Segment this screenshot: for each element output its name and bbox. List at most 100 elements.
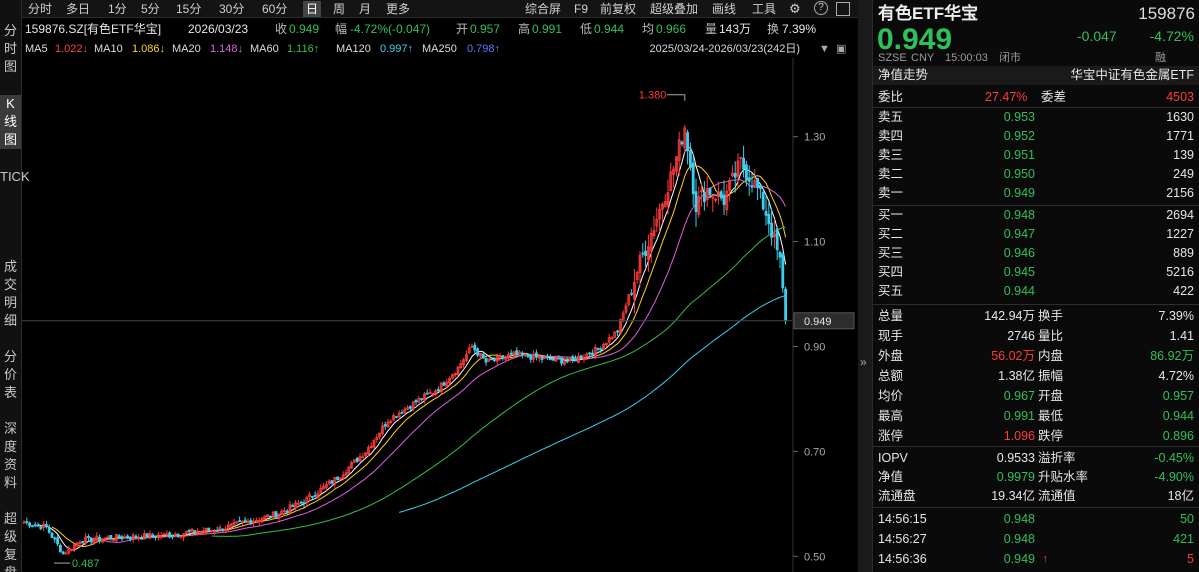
stat-label: 换手	[1038, 309, 1064, 323]
candle-body	[148, 533, 152, 539]
candle-body	[745, 164, 748, 180]
period-1min[interactable]: 1分	[108, 2, 127, 16]
candle-body	[364, 452, 368, 457]
period-30min[interactable]: 30分	[219, 2, 245, 16]
candle-body	[319, 487, 323, 494]
tools-button[interactable]: 工具	[752, 2, 777, 16]
kline-chart[interactable]: 1.30 1.10 0.90 0.70 0.50 1.380 0.487 0.949	[22, 58, 858, 572]
stat-label: 升贴水率	[1038, 470, 1089, 484]
popout-icon[interactable]	[836, 2, 850, 16]
candle-body	[232, 521, 236, 525]
candle-body	[64, 552, 68, 555]
stat-value: 142.94万	[984, 309, 1035, 323]
period-multiday[interactable]: 多日	[66, 2, 91, 16]
stat-row: 总量 142.94万 换手 7.39%	[873, 307, 1199, 326]
y-tick-label: 1.10	[804, 237, 825, 249]
period-5min[interactable]: 5分	[141, 2, 160, 16]
tick-row: 14:56:15 0.948 50	[873, 510, 1199, 529]
ask-level-row: 卖二 0.950 249	[873, 165, 1199, 184]
chevron-down-icon[interactable]: ▼	[819, 43, 830, 55]
bid-price: 0.948	[1003, 208, 1035, 222]
candle-body	[476, 348, 480, 356]
candle-body	[739, 156, 743, 159]
gear-icon[interactable]: ⚙	[789, 1, 801, 16]
candle-body	[764, 210, 768, 216]
candle-body	[585, 353, 589, 357]
close-value: 0.949	[289, 22, 320, 36]
candle-body	[638, 254, 642, 273]
candle-body	[198, 530, 202, 534]
candle-body	[414, 400, 418, 403]
stat-value: -0.45%	[1154, 451, 1194, 465]
bid-level-row: 买三 0.946 889	[873, 244, 1199, 263]
tab-trade-detail[interactable]: 成交明细	[3, 259, 17, 328]
period-15min[interactable]: 15分	[176, 2, 202, 16]
candle-body	[728, 179, 731, 191]
tab-price-table[interactable]: 分价表	[3, 349, 17, 400]
candle-body	[266, 514, 270, 518]
candle-body	[207, 527, 211, 531]
tab-kline[interactable]: K线图	[0, 95, 21, 149]
y-tick-label: 0.50	[804, 551, 825, 563]
tab-super-review[interactable]: 超级复盘	[3, 511, 17, 572]
candle-body	[25, 521, 29, 523]
candle-body	[310, 495, 314, 498]
stat-value: 1.38亿	[998, 369, 1035, 383]
candle-body	[179, 535, 183, 538]
candle-body	[711, 195, 715, 199]
ask-price: 0.950	[1003, 167, 1035, 181]
candle-body	[190, 528, 194, 532]
draw-line-button[interactable]: 画线	[712, 2, 737, 16]
candle-body	[350, 461, 354, 469]
bar-date: 2026/03/23	[188, 22, 249, 36]
ask-price: 0.949	[1003, 186, 1035, 200]
high-label: 高	[518, 22, 531, 36]
market-status: 闭市	[999, 52, 1021, 64]
super-overlay-button[interactable]: 超级叠加	[650, 2, 699, 16]
candle-body	[392, 415, 396, 421]
tab-timeshare[interactable]: 分时图	[3, 23, 17, 74]
stat-value: 56.02万	[991, 349, 1035, 363]
help-icon[interactable]: ?	[814, 1, 828, 15]
period-timeshare[interactable]: 分时	[28, 2, 53, 16]
candle-body	[518, 351, 522, 354]
period-day[interactable]: 日	[303, 1, 322, 17]
settings-icon[interactable]: ▣	[836, 43, 847, 55]
candle-body	[36, 524, 40, 527]
tab-depth-info[interactable]: 深度资料	[3, 421, 17, 490]
tab-tick[interactable]: TICK	[0, 169, 30, 184]
bid-level-row: 买四 0.945 5216	[873, 263, 1199, 282]
stat-label: 流通值	[1038, 489, 1076, 503]
bid-volume: 5216	[1166, 265, 1194, 279]
stat-label: 总量	[878, 309, 904, 323]
ask-level-label: 卖五	[878, 110, 904, 124]
candle-body	[742, 157, 745, 170]
change-value: -4.72%(-0.047)	[350, 22, 431, 36]
candle-body	[607, 337, 611, 343]
candle-body	[697, 196, 701, 215]
candle-body	[529, 355, 533, 360]
candle-body	[336, 476, 340, 481]
candle-body	[691, 162, 695, 195]
y-tick-label: 1.30	[804, 132, 825, 144]
f9-button[interactable]: F9	[574, 2, 589, 16]
tick-time: 14:56:15	[878, 512, 927, 526]
period-week[interactable]: 周	[333, 2, 346, 16]
period-more[interactable]: 更多	[386, 2, 411, 16]
candle-body	[378, 432, 382, 438]
candle-body	[243, 519, 247, 522]
candle-body	[647, 246, 650, 260]
bid-level-row: 买一 0.948 2694	[873, 206, 1199, 225]
candle-body	[112, 539, 115, 542]
composite-screen-button[interactable]: 综合屏	[525, 2, 562, 16]
period-60min[interactable]: 60分	[262, 2, 288, 16]
change-label: 幅	[335, 22, 348, 36]
candle-body	[218, 527, 222, 531]
panel-collapse-toggle[interactable]: »	[858, 0, 872, 572]
forward-adjust-button[interactable]: 前复权	[600, 2, 637, 16]
nav-trend-row[interactable]: 净值走势 华宝中证有色金属ETF	[873, 66, 1199, 85]
period-month[interactable]: 月	[359, 2, 372, 16]
candle-body	[563, 361, 566, 365]
candle-body	[84, 536, 87, 543]
candle-body	[400, 412, 404, 414]
